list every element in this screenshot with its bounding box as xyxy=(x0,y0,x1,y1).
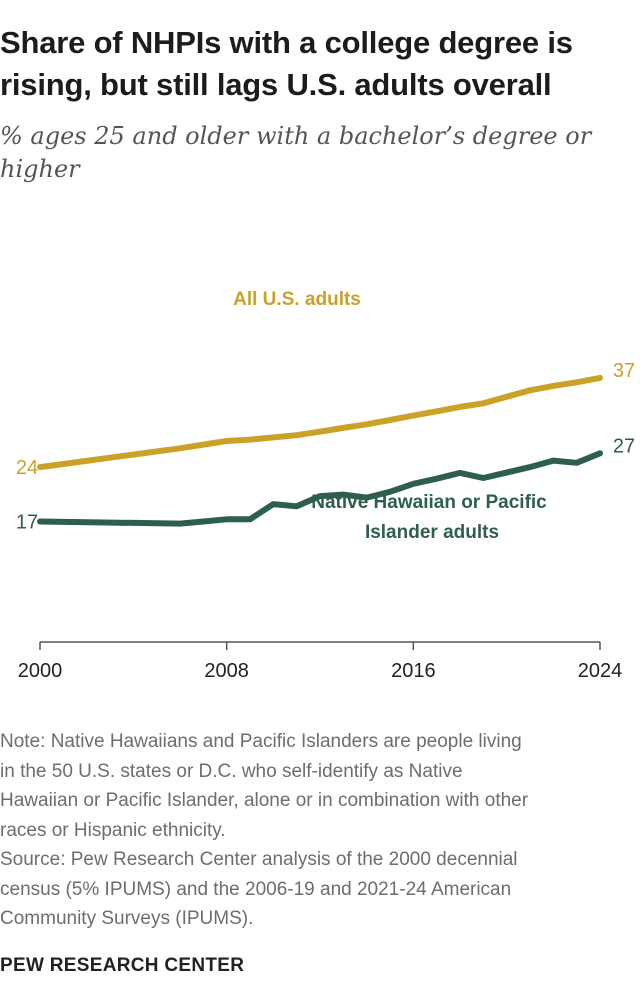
x-tick-label: 2024 xyxy=(578,660,623,682)
series-line-nhpi xyxy=(37,450,603,527)
end-value-label-nhpi: 27 xyxy=(613,435,635,457)
note-line: in the 50 U.S. states or D.C. who self-i… xyxy=(0,760,463,782)
source-line: Source: Pew Research Center analysis of … xyxy=(0,849,518,870)
x-axis: 2000 2008 2016 2024 xyxy=(18,641,623,682)
chart-title: Share of NHPIs with a college degree is … xyxy=(0,25,573,102)
label-layer: All U.S. adults Native Hawaiian or Pacif… xyxy=(233,289,547,543)
x-tick-label: 2000 xyxy=(18,660,63,682)
note-line: Note: Native Hawaiians and Pacific Islan… xyxy=(0,731,522,752)
series-layer: 24 37 17 27 xyxy=(16,360,635,534)
x-tick-label: 2008 xyxy=(204,660,249,682)
start-value-label-nhpi: 17 xyxy=(16,511,38,533)
chart-subtitle: % ages 25 and older with a bachelor’s de… xyxy=(0,122,592,183)
source-line: Community Surveys (IPUMS). xyxy=(0,908,254,929)
series-label-nhpi-line1: Native Hawaiian or Pacific xyxy=(311,492,547,513)
source-line: census (5% IPUMS) and the 2006-19 and 20… xyxy=(0,878,512,900)
x-tick-label: 2016 xyxy=(391,660,436,682)
note-line: races or Hispanic ethnicity. xyxy=(0,819,226,841)
chart-note: Note: Native Hawaiians and Pacific Islan… xyxy=(0,727,636,934)
series-label-all-adults: All U.S. adults xyxy=(233,289,361,310)
series-label-nhpi-line2: Islander adults xyxy=(365,522,499,543)
series-line-all-adults xyxy=(37,374,603,471)
start-value-label-all-adults: 24 xyxy=(16,457,38,479)
line-chart: 2000 2008 2016 2024 24 37 17 27 All U.S. adult… xyxy=(16,289,635,682)
note-line: Hawaiian or Pacific Islander, alone or i… xyxy=(0,790,529,811)
footer-brand: PEW RESEARCH CENTER xyxy=(0,955,245,976)
end-value-label-all-adults: 37 xyxy=(613,360,635,382)
